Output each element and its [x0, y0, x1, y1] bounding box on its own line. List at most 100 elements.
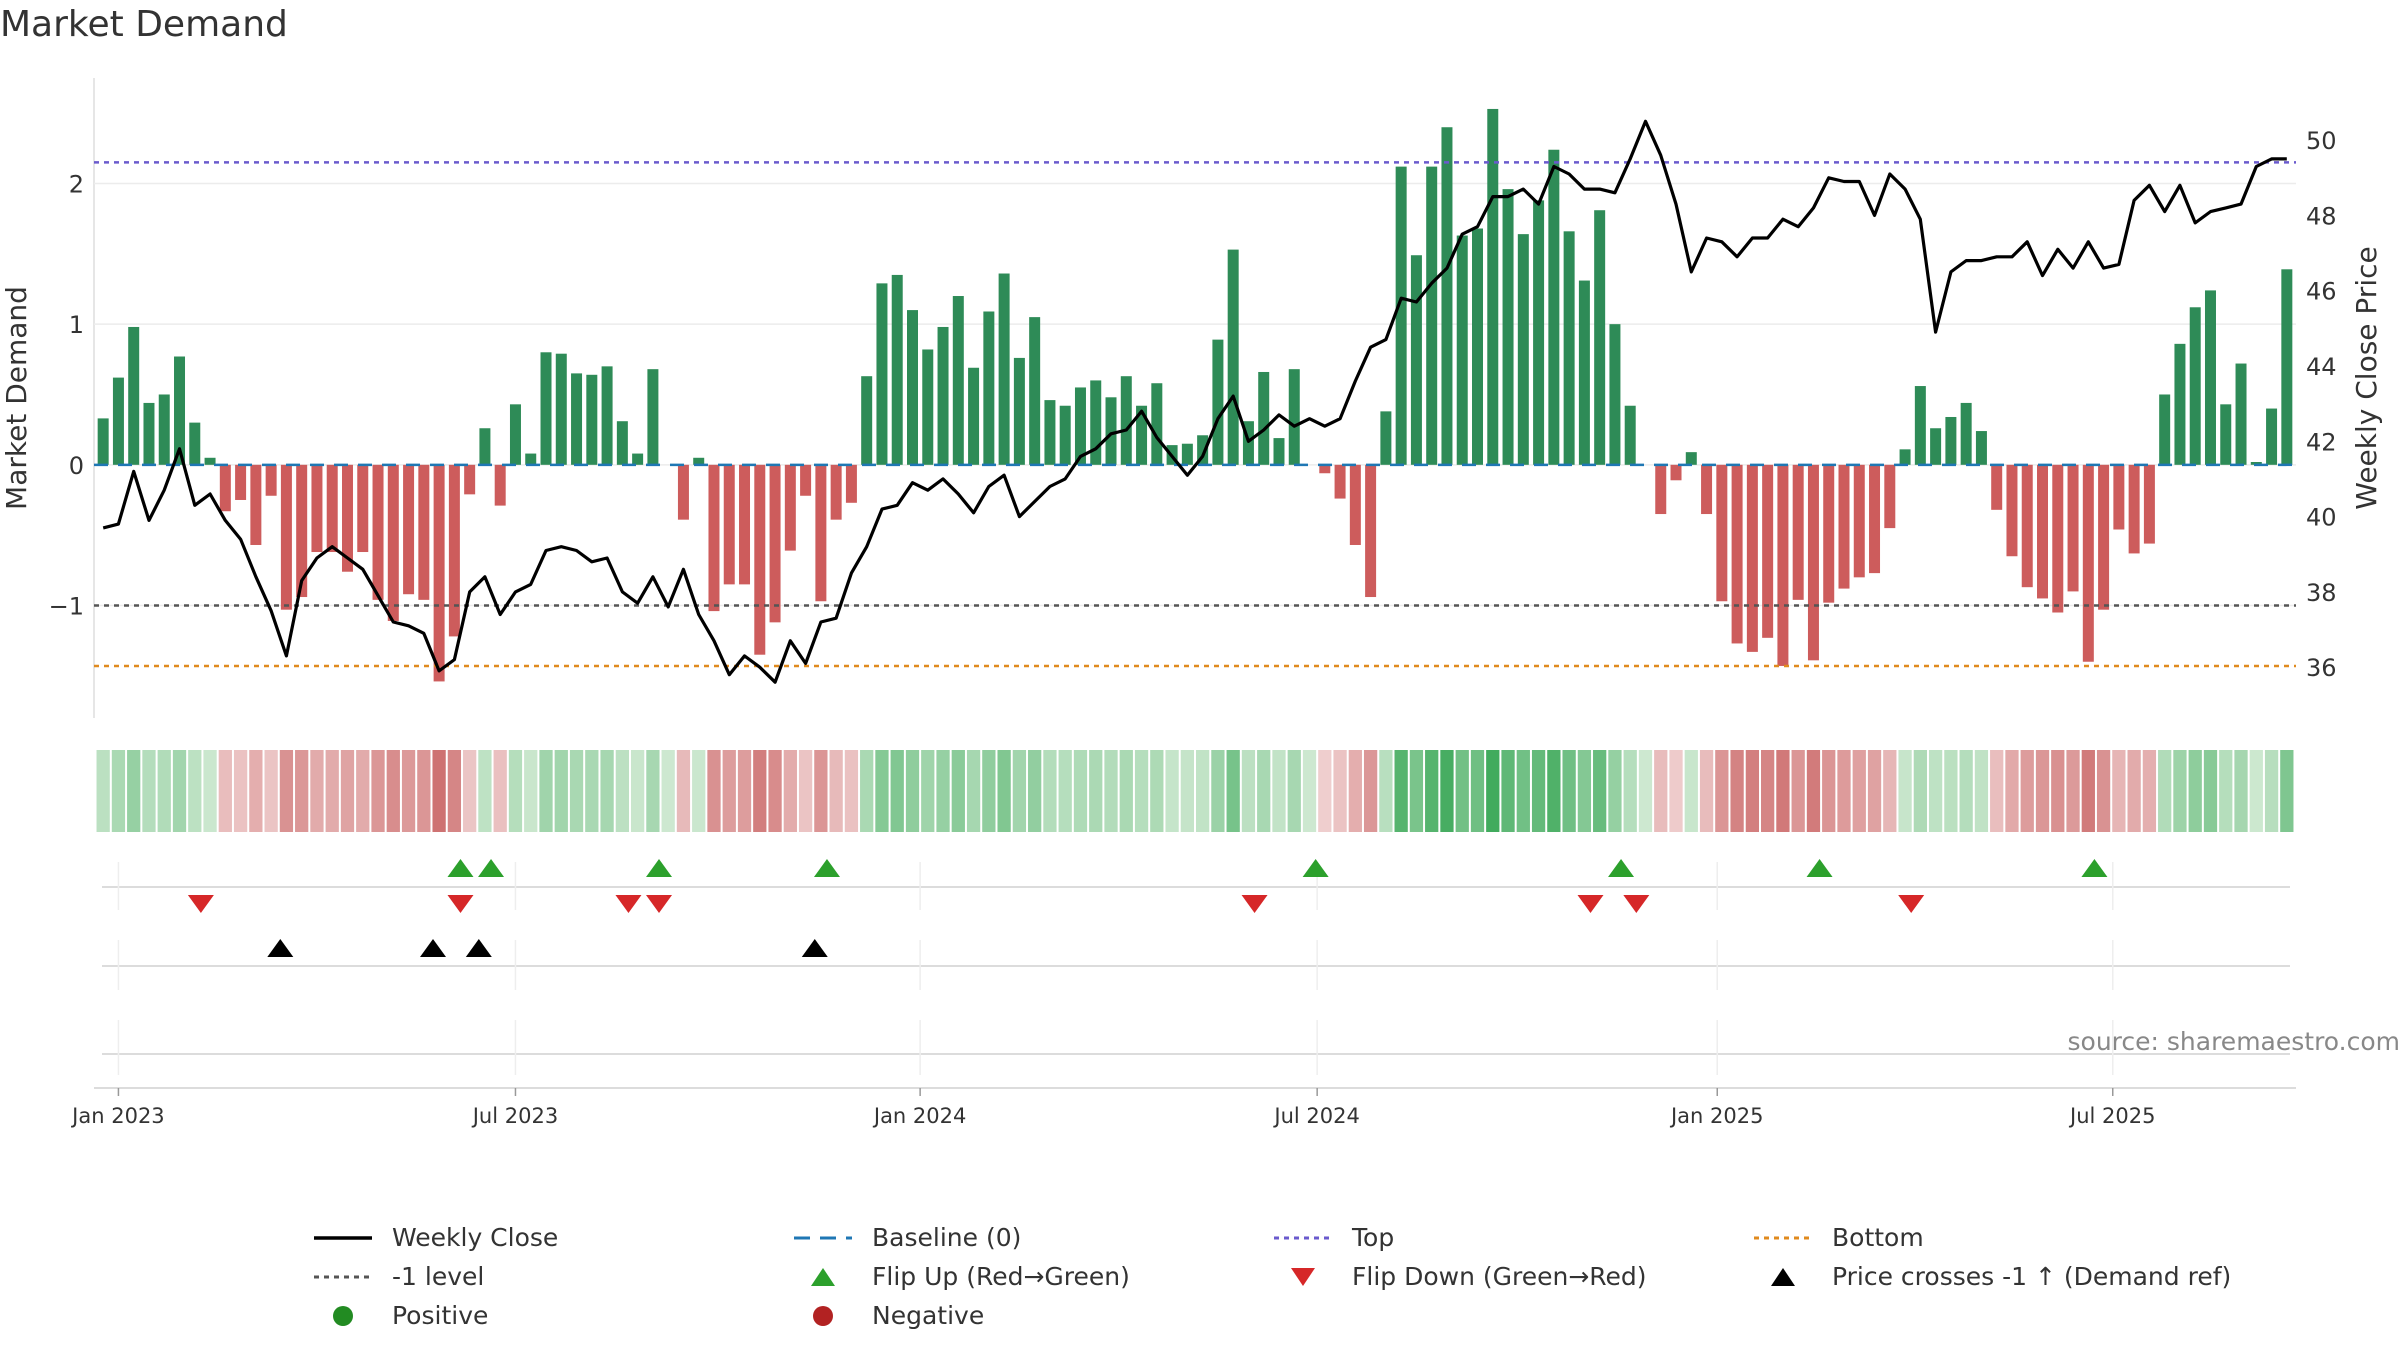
- heat-cell: [2020, 750, 2034, 832]
- demand-bar: [1242, 421, 1254, 465]
- heat-cell: [1837, 750, 1851, 832]
- heat-cell: [630, 750, 645, 832]
- demand-bar: [1487, 108, 1499, 465]
- heat-cell: [172, 750, 187, 832]
- heat-cell: [2249, 750, 2263, 832]
- demand-bar: [326, 464, 338, 553]
- heat-cell: [844, 750, 859, 832]
- heat-cell: [600, 750, 614, 832]
- demand-bar: [1059, 405, 1071, 465]
- demand-bar: [2021, 464, 2033, 588]
- heat-cell: [371, 750, 385, 832]
- heat-cell: [493, 750, 507, 832]
- demand-bar: [2159, 394, 2171, 465]
- demand-bar: [1609, 324, 1621, 465]
- demand-bar: [2113, 464, 2125, 530]
- price-cross-marker: [801, 939, 828, 957]
- y2-tick-label: 44: [2306, 353, 2337, 381]
- y2-tick-label: 50: [2306, 127, 2337, 155]
- demand-bar: [1655, 464, 1667, 515]
- heat-cell: [1150, 750, 1164, 832]
- x-tick-label: Jul 2024: [1272, 1104, 1359, 1128]
- demand-bar: [693, 457, 705, 465]
- demand-bar: [540, 352, 552, 465]
- demand-bar: [1319, 464, 1331, 474]
- demand-bar: [1701, 464, 1713, 515]
- demand-bar: [341, 464, 353, 572]
- heat-cell: [356, 750, 370, 832]
- demand-bar: [1395, 166, 1407, 465]
- heat-cell: [1913, 750, 1927, 832]
- heat-cell: [890, 750, 904, 832]
- heat-cell: [157, 750, 171, 832]
- demand-bar: [1365, 464, 1377, 598]
- flip-up-marker: [447, 859, 474, 877]
- demand-bar: [1670, 464, 1682, 481]
- demand-bar: [448, 464, 460, 637]
- heat-cell: [1959, 750, 1973, 832]
- demand-bar: [1090, 380, 1102, 465]
- demand-bar: [1120, 376, 1132, 465]
- heat-cell: [1089, 750, 1103, 832]
- heat-cell: [1669, 750, 1683, 832]
- demand-bar: [739, 464, 751, 585]
- heat-cell: [2112, 750, 2126, 832]
- heat-cell: [646, 750, 660, 832]
- x-tick-label: Jul 2023: [471, 1104, 558, 1128]
- heat-cell: [554, 750, 568, 832]
- heat-cell: [1684, 750, 1698, 832]
- heat-cell: [2234, 750, 2248, 832]
- heat-cell: [1715, 750, 1729, 832]
- heat-cell: [997, 750, 1011, 832]
- y2-tick-label: 42: [2306, 428, 2337, 456]
- heat-cell: [2173, 750, 2187, 832]
- heat-cell: [2035, 750, 2050, 832]
- demand-bar: [800, 464, 812, 496]
- demand-bar: [998, 273, 1010, 465]
- demand-bar: [1777, 464, 1789, 666]
- heat-cell: [1944, 750, 1958, 832]
- y-tick-label: 2: [69, 170, 84, 198]
- demand-bar: [2204, 290, 2216, 465]
- x-tick-label: Jul 2025: [2068, 1104, 2155, 1128]
- heat-cell: [905, 750, 920, 832]
- heat-cell: [2142, 750, 2157, 832]
- heat-cell: [2005, 750, 2019, 832]
- heat-cell: [661, 750, 675, 832]
- demand-bar: [1517, 234, 1529, 465]
- demand-bar: [1533, 200, 1545, 465]
- demand-bar: [2220, 404, 2232, 465]
- heat-cell: [1012, 750, 1027, 832]
- heat-cell: [1501, 750, 1515, 832]
- flip-down-marker: [1241, 895, 1268, 913]
- demand-bar: [723, 464, 735, 585]
- heat-cell: [539, 750, 553, 832]
- demand-bar: [1441, 127, 1453, 465]
- heat-cell: [249, 750, 263, 832]
- heat-cell: [875, 750, 889, 832]
- demand-bar: [571, 373, 583, 465]
- demand-bar: [1685, 452, 1697, 465]
- y2-tick-label: 36: [2306, 654, 2337, 682]
- heat-cell: [1211, 750, 1225, 832]
- demand-bar: [1960, 402, 1972, 465]
- demand-bar: [815, 464, 827, 602]
- demand-bar: [1762, 464, 1774, 638]
- heat-cell: [2219, 750, 2233, 832]
- heat-cell: [1761, 750, 1775, 832]
- heat-cell: [432, 750, 446, 832]
- heat-cell: [737, 750, 752, 832]
- heat-cell: [722, 750, 736, 832]
- heat-cell: [1043, 750, 1057, 832]
- demand-bar: [1975, 431, 1987, 465]
- demand-bar: [387, 464, 399, 621]
- heat-cell: [1104, 750, 1118, 832]
- heat-cell: [1241, 750, 1256, 832]
- heat-cell: [798, 750, 813, 832]
- heat-cell: [96, 750, 110, 832]
- demand-bar: [2128, 464, 2140, 554]
- heat-cell: [1363, 750, 1378, 832]
- flip-down-marker: [1623, 895, 1650, 913]
- heat-cell: [1425, 750, 1439, 832]
- flip-up-marker: [478, 859, 505, 877]
